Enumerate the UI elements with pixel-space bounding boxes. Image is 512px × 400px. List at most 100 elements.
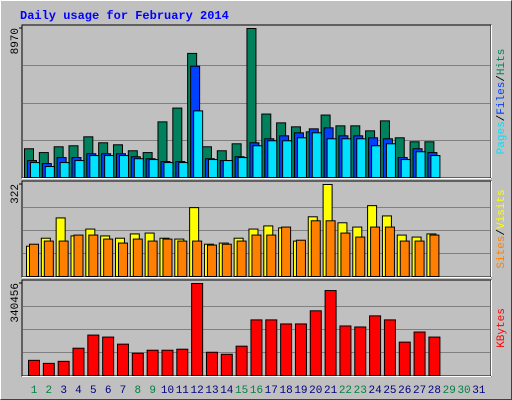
bar bbox=[44, 166, 55, 178]
x-tick-label: 4 bbox=[75, 385, 82, 397]
x-tick-label: 7 bbox=[120, 385, 127, 397]
bar bbox=[326, 138, 337, 178]
bar bbox=[354, 326, 367, 376]
bar bbox=[74, 160, 85, 178]
bar bbox=[104, 155, 115, 178]
bar bbox=[162, 238, 173, 277]
bar bbox=[294, 323, 307, 377]
x-tick-label: 18 bbox=[280, 385, 293, 397]
bar bbox=[146, 349, 159, 376]
x-tick-label: 25 bbox=[383, 385, 396, 397]
bar bbox=[311, 132, 322, 178]
bar bbox=[103, 238, 114, 277]
bar bbox=[370, 226, 381, 277]
bar bbox=[192, 240, 203, 277]
bar bbox=[413, 331, 426, 376]
bar bbox=[341, 138, 352, 178]
bar bbox=[310, 220, 321, 278]
x-tick-label: 31 bbox=[472, 385, 486, 397]
x-tick-label: 19 bbox=[294, 385, 307, 397]
bar bbox=[191, 283, 204, 376]
bar bbox=[428, 336, 441, 376]
legend-entry: Hits bbox=[496, 49, 508, 75]
x-tick-label: 21 bbox=[324, 385, 338, 397]
x-tick-label: 9 bbox=[149, 385, 156, 397]
bar bbox=[280, 323, 293, 377]
legend: KBytes bbox=[496, 308, 508, 348]
x-tick-label: 26 bbox=[398, 385, 411, 397]
x-tick-label: 20 bbox=[309, 385, 322, 397]
bar bbox=[371, 145, 382, 178]
x-tick-label: 30 bbox=[457, 385, 470, 397]
bar bbox=[250, 319, 263, 376]
bar bbox=[28, 359, 40, 376]
x-tick-label: 12 bbox=[191, 385, 204, 397]
x-tick-label: 27 bbox=[413, 385, 426, 397]
bar bbox=[206, 244, 217, 277]
bar bbox=[57, 360, 70, 377]
bar bbox=[118, 155, 129, 178]
bar bbox=[282, 140, 293, 178]
bar bbox=[73, 234, 84, 277]
y-tick-label: 8970 bbox=[10, 28, 22, 54]
legend: Pages/Files/Hits bbox=[496, 49, 508, 155]
bar bbox=[193, 110, 204, 178]
bar bbox=[207, 159, 218, 178]
bar bbox=[399, 240, 410, 277]
x-tick-label: 13 bbox=[205, 385, 218, 397]
x-tick-label: 2 bbox=[46, 385, 53, 397]
bar bbox=[222, 160, 233, 178]
bar bbox=[220, 353, 233, 377]
legend-separator: / bbox=[496, 115, 508, 122]
bar bbox=[429, 234, 440, 277]
y-tick-label: 322 bbox=[10, 184, 22, 204]
bar bbox=[43, 240, 54, 277]
legend-entry: Visits bbox=[496, 189, 508, 229]
bar bbox=[369, 315, 382, 377]
bar bbox=[59, 162, 70, 179]
bar bbox=[400, 159, 411, 178]
bar bbox=[133, 158, 144, 179]
bar bbox=[30, 162, 40, 179]
bar bbox=[148, 159, 159, 178]
bar bbox=[221, 243, 232, 277]
bar bbox=[205, 351, 218, 377]
bar bbox=[42, 362, 55, 376]
bar bbox=[252, 145, 263, 178]
bar bbox=[88, 234, 99, 277]
legend: Sites/Visits bbox=[496, 189, 508, 268]
bar bbox=[178, 162, 189, 179]
bar bbox=[117, 242, 128, 277]
bar bbox=[72, 347, 85, 376]
bar bbox=[265, 319, 278, 376]
bar bbox=[116, 343, 129, 377]
bar bbox=[235, 345, 248, 377]
bar bbox=[281, 226, 292, 277]
bar bbox=[237, 157, 248, 179]
x-tick-label: 22 bbox=[339, 385, 352, 397]
bar bbox=[266, 234, 277, 277]
bar bbox=[89, 155, 100, 178]
bar bbox=[398, 341, 411, 376]
bar bbox=[177, 240, 188, 277]
legend-entry: Sites bbox=[496, 236, 508, 269]
bar bbox=[339, 325, 352, 377]
bar bbox=[324, 290, 337, 376]
bar bbox=[340, 232, 351, 277]
x-tick-label: 28 bbox=[428, 385, 441, 397]
legend-entry: KBytes bbox=[496, 308, 508, 348]
chart-title: Daily usage for February 2014 bbox=[20, 9, 229, 23]
bar bbox=[236, 240, 247, 277]
bar bbox=[385, 143, 396, 178]
bar bbox=[356, 138, 367, 178]
bar bbox=[161, 349, 174, 376]
bar bbox=[131, 352, 144, 376]
x-tick-label: 24 bbox=[368, 385, 382, 397]
y-tick-label: 340456 bbox=[10, 283, 22, 323]
legend-separator: / bbox=[496, 75, 508, 82]
bar bbox=[296, 137, 307, 178]
x-tick-label: 11 bbox=[176, 385, 190, 397]
bar bbox=[295, 239, 306, 277]
